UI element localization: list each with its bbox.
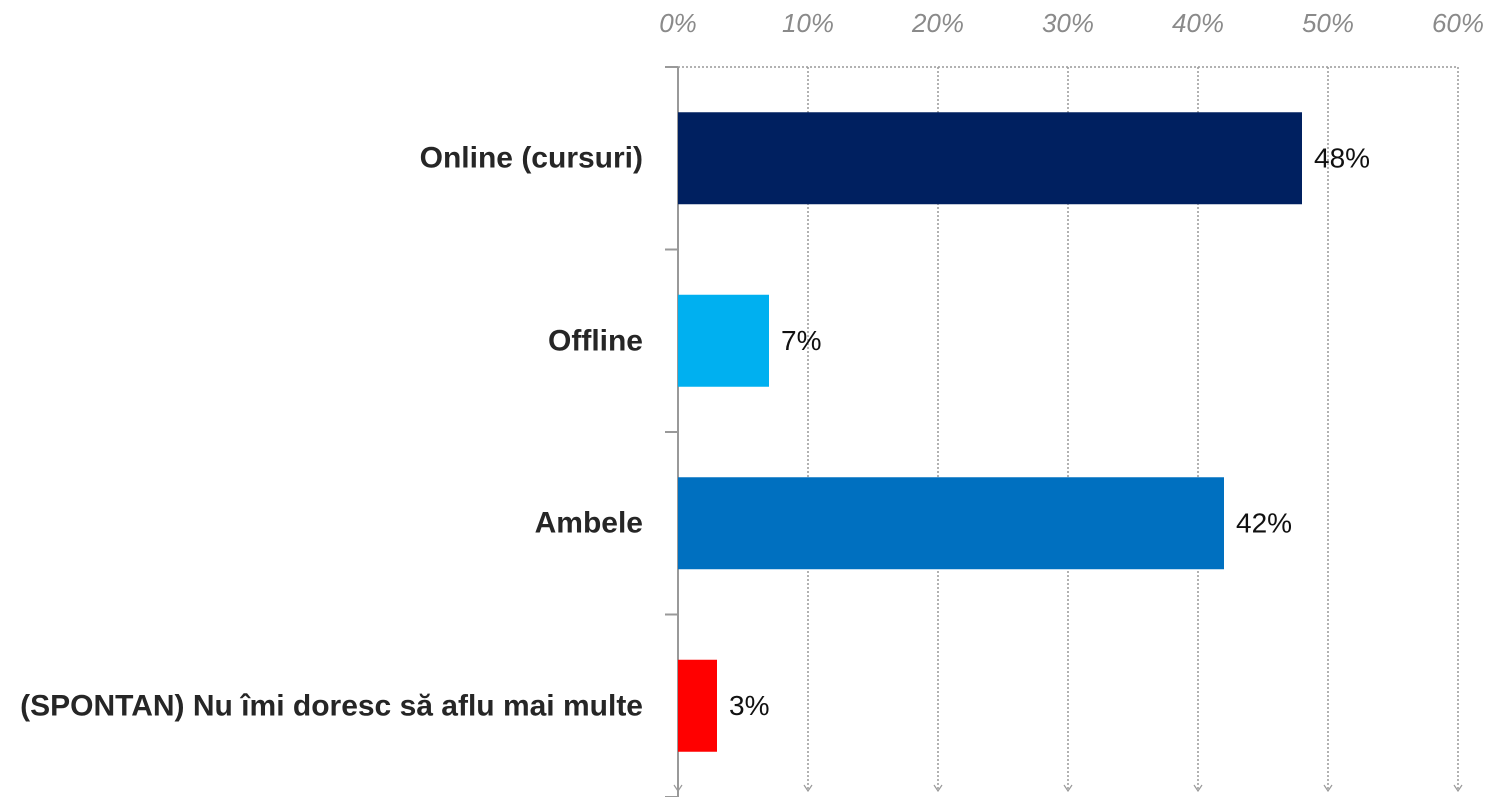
value-label: 42% <box>1236 508 1292 539</box>
x-tick-label: 60% <box>1432 8 1484 38</box>
category-label: Online (cursuri) <box>420 140 643 178</box>
category-text: Ambele <box>534 506 643 540</box>
category-text: Offline <box>548 324 643 357</box>
category-label: (SPONTAN) Nu îmi doresc să aflu mai mult… <box>20 687 643 725</box>
x-tick-label: 30% <box>1042 8 1094 38</box>
category-text: Online (cursuri) <box>419 141 643 175</box>
x-tick-label: 0% <box>659 8 697 38</box>
category-label: Offline <box>548 322 643 360</box>
bar <box>678 112 1302 205</box>
bar <box>678 294 769 387</box>
x-tick-label: 40% <box>1172 8 1224 38</box>
category-text: (SPONTAN) Nu îmi doresc să aflu mai mult… <box>20 689 643 722</box>
bar <box>678 659 717 752</box>
value-label: 3% <box>729 690 769 721</box>
x-tick-label: 10% <box>782 8 834 38</box>
category-label: Ambele <box>535 505 643 543</box>
x-tick-label: 50% <box>1302 8 1354 38</box>
bar <box>678 477 1224 570</box>
value-label: 7% <box>781 325 821 356</box>
x-tick-label: 20% <box>911 8 964 38</box>
value-label: 48% <box>1314 143 1370 174</box>
